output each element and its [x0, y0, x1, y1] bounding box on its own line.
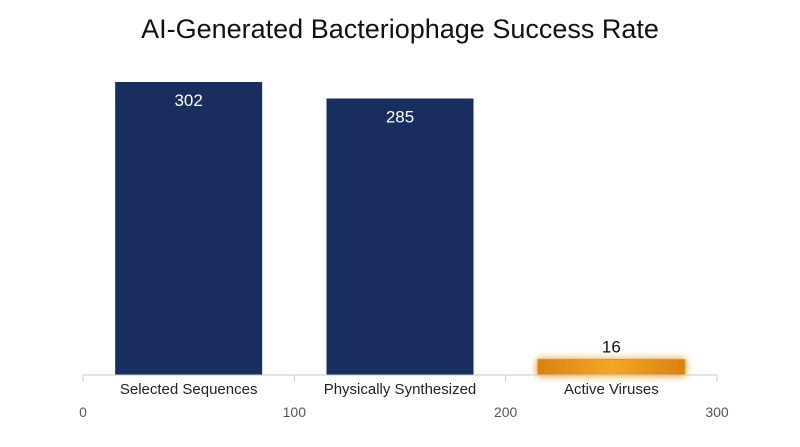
- category-label-1: Physically Synthesized: [324, 381, 477, 398]
- bar-1: [326, 98, 474, 375]
- x-tick-label-2: 200: [494, 404, 518, 420]
- category-label-2: Active Viruses: [564, 381, 659, 398]
- x-tick-label-0: 0: [79, 404, 87, 420]
- data-label-0: 302: [174, 91, 202, 110]
- x-tick-label-3: 300: [705, 404, 729, 420]
- chart-title: AI-Generated Bacteriophage Success Rate: [141, 14, 659, 44]
- data-label-2: 16: [602, 337, 621, 356]
- data-label-1: 285: [386, 107, 414, 126]
- category-label-0: Selected Sequences: [120, 381, 258, 398]
- bar-0: [115, 82, 263, 375]
- x-tick-label-1: 100: [283, 404, 307, 420]
- bar-2: [537, 358, 686, 376]
